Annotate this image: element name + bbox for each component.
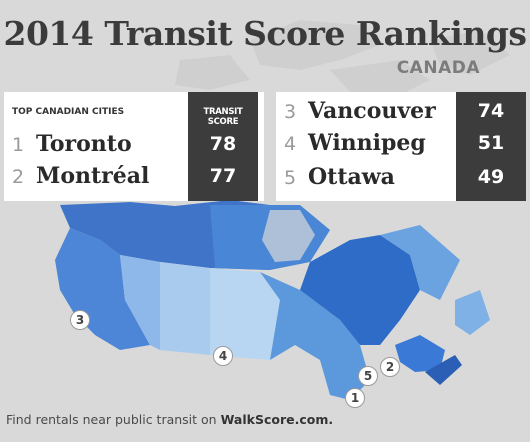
map-pin-vancouver[interactable]: 3 bbox=[70, 310, 90, 330]
region-on bbox=[260, 272, 370, 400]
transit-score-value: 78 bbox=[209, 133, 237, 155]
transit-score-value: 51 bbox=[477, 132, 505, 154]
rank-number: 4 bbox=[284, 133, 297, 155]
ranking-row: 2 Montréal 77 bbox=[4, 163, 264, 193]
ranking-row: 1 Toronto 78 bbox=[4, 131, 264, 161]
region-nl bbox=[380, 225, 460, 300]
score-column bbox=[456, 92, 526, 201]
ranking-row: 4 Winnipeg 51 bbox=[276, 130, 526, 160]
transit-score-value: 74 bbox=[477, 100, 505, 122]
region-sk bbox=[160, 262, 210, 355]
footer-message: Find rentals near public transit on bbox=[6, 412, 221, 427]
page-title: 2014 Transit Score Rankings bbox=[3, 14, 527, 53]
rankings-table-right: 3 Vancouver 74 4 Winnipeg 51 5 Ottawa 49 bbox=[276, 92, 526, 201]
ranking-row: 5 Ottawa 49 bbox=[276, 164, 526, 194]
region-maritimes bbox=[395, 335, 445, 372]
country-subtitle: CANADA bbox=[396, 58, 480, 78]
map-pin-montreal[interactable]: 2 bbox=[380, 357, 400, 377]
footer-text: Find rentals near public transit on Walk… bbox=[6, 412, 333, 427]
rank-number: 2 bbox=[12, 166, 25, 188]
region-qc bbox=[300, 235, 420, 345]
transit-score-value: 49 bbox=[477, 166, 505, 188]
city-name: Vancouver bbox=[308, 98, 436, 124]
header-top-cities: TOP CANADIAN CITIES bbox=[12, 107, 125, 117]
map-pin-toronto[interactable]: 1 bbox=[345, 388, 365, 408]
rank-number: 5 bbox=[284, 167, 297, 189]
ranking-row: 3 Vancouver 74 bbox=[276, 98, 526, 128]
map-pin-winnipeg[interactable]: 4 bbox=[213, 346, 233, 366]
city-name: Winnipeg bbox=[308, 130, 426, 156]
score-column: TRANSIT SCORE bbox=[188, 92, 258, 201]
region-nl-island bbox=[455, 290, 490, 335]
hudson-bay bbox=[262, 210, 315, 262]
walkscore-link[interactable]: WalkScore.com. bbox=[220, 412, 334, 427]
city-name: Toronto bbox=[36, 131, 132, 157]
region-bc bbox=[55, 228, 150, 350]
rank-number: 3 bbox=[284, 101, 297, 123]
map-pin-ottawa[interactable]: 5 bbox=[358, 366, 378, 386]
city-name: Ottawa bbox=[308, 164, 395, 190]
transit-score-value: 77 bbox=[209, 165, 237, 187]
region-ns bbox=[425, 355, 462, 385]
region-mb bbox=[210, 268, 280, 360]
header-transit-score: TRANSIT SCORE bbox=[203, 107, 243, 127]
rankings-table-left: TRANSIT SCORE TOP CANADIAN CITIES 1 Toro… bbox=[4, 92, 264, 201]
region-ab bbox=[120, 255, 160, 350]
rank-number: 1 bbox=[12, 134, 25, 156]
city-name: Montréal bbox=[36, 163, 150, 189]
arctic-islands bbox=[175, 20, 510, 95]
